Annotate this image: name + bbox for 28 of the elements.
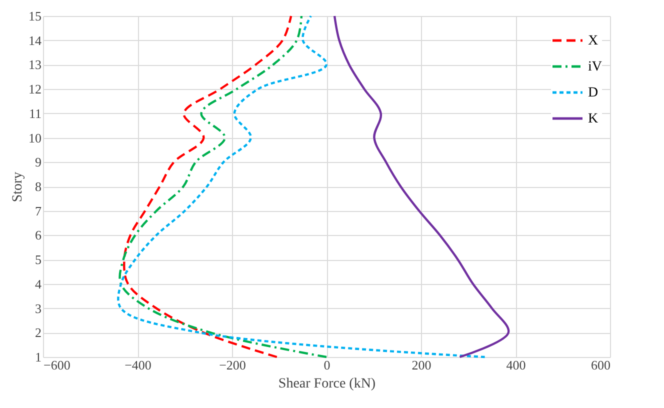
y-tick-label: 8 [35, 179, 42, 194]
x-tick-label: −400 [124, 358, 152, 372]
y-tick-label: 12 [28, 82, 42, 97]
y-tick-label: 4 [35, 276, 42, 292]
y-tick-label: 3 [35, 300, 42, 316]
y-tick-label: 15 [28, 8, 42, 24]
y-tick-label: 9 [35, 154, 42, 170]
legend-label: D [588, 86, 598, 100]
y-tick-label: 1 [35, 350, 42, 364]
y-axis-title: Story [10, 172, 26, 202]
y-tick-label: 11 [28, 106, 42, 121]
legend-label: K [588, 112, 598, 126]
x-tick-label: 400 [506, 358, 526, 372]
y-tick-label: 14 [28, 32, 42, 48]
legend-label: iV [588, 60, 602, 74]
y-tick-label: 7 [35, 203, 42, 218]
y-tick-label: 2 [35, 325, 42, 340]
y-tick-label: 5 [35, 252, 42, 268]
legend-label: X [588, 34, 598, 48]
x-tick-label: −600 [44, 358, 70, 372]
x-tick-label: 0 [324, 358, 330, 372]
x-tick-label: 200 [412, 358, 432, 372]
x-axis-title: Shear Force (kN) [278, 376, 376, 392]
y-tick-label: 13 [28, 57, 42, 72]
x-tick-label: 600 [591, 358, 610, 372]
x-tick-label: −200 [219, 358, 246, 372]
y-tick-label: 10 [28, 130, 42, 146]
y-tick-label: 6 [35, 228, 42, 243]
